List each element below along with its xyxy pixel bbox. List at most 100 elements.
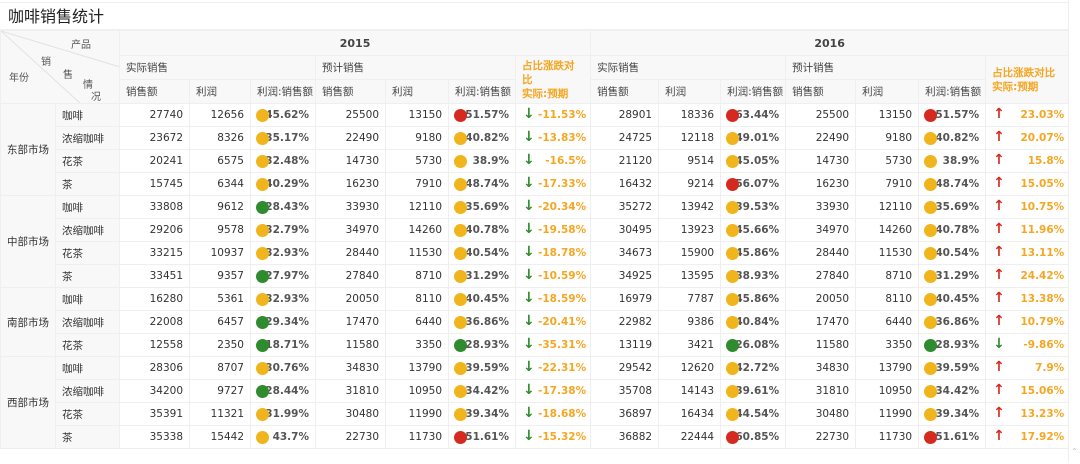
actual-ratio-cell: 29.34% (250, 310, 316, 334)
status-dot-icon-yellow (256, 362, 269, 375)
compare-value: 15.05% (1020, 178, 1065, 190)
arrow-up-icon: ↑ (993, 405, 1005, 421)
scroll-indicator-icon[interactable]: ⌃⌄ (1071, 447, 1080, 456)
planned-sales-cell: 31810 (315, 379, 386, 403)
corner-label-sales-2: 售 (63, 70, 73, 81)
actual-ratio-cell: 40.84% (720, 310, 787, 334)
ratio-value: 45.05% (735, 155, 780, 167)
planned-sales-cell: 14730 (785, 149, 857, 173)
planned-profit-cell: 3350 (385, 333, 449, 357)
actual-sales-cell: 33808 (119, 195, 190, 219)
compare-value: -11.53% (538, 109, 587, 121)
arrow-up-icon: ↑ (993, 106, 1005, 122)
region-cell: 南部市场 (0, 287, 56, 357)
compare-cell: ↑ 10.75% (985, 195, 1070, 219)
region-cell: 西部市场 (0, 356, 56, 449)
product-cell: 咖啡 (55, 287, 120, 311)
status-dot-icon-yellow (924, 362, 938, 375)
actual-profit-cell: 12620 (658, 356, 722, 380)
arrow-down-icon: ↓ (523, 382, 535, 398)
status-dot-icon-red (924, 431, 938, 444)
status-dot-icon-yellow (256, 224, 269, 237)
actual-ratio-cell: 45.66% (720, 218, 787, 242)
arrow-up-icon: ↑ (993, 129, 1005, 145)
status-dot-icon-red (726, 109, 740, 122)
table-row: 茶 35338 15442 43.7% 22730 11730 51.61% ↓ -15.32%… (1, 425, 1070, 449)
status-dot-icon-yellow (726, 132, 740, 145)
planned-profit-cell: 3350 (855, 333, 920, 357)
compare-value: 10.75% (1020, 201, 1065, 213)
actual-profit-cell: 14143 (658, 379, 722, 403)
status-dot-icon-yellow (726, 385, 740, 398)
ratio-value: 45.86% (735, 293, 780, 305)
actual-ratio-cell: 60.85% (720, 425, 787, 449)
actual-profit-cell: 5361 (189, 287, 251, 311)
planned-sales-cell: 20050 (315, 287, 386, 311)
col-header-ratio: 利润:销售额 (448, 79, 516, 104)
status-dot-icon-red (454, 109, 467, 122)
planned-profit-cell: 6440 (385, 310, 449, 334)
planned-ratio-cell: 51.57% (918, 103, 987, 127)
compare-cell: ↑ 15.06% (985, 379, 1070, 403)
status-dot-icon-green (924, 339, 938, 352)
ratio-value: 51.61% (935, 431, 980, 443)
status-dot-icon-green (256, 201, 269, 214)
actual-ratio-cell: 56.07% (720, 172, 787, 196)
planned-sales-cell: 22730 (785, 425, 857, 449)
product-cell: 花茶 (55, 333, 120, 357)
actual-ratio-cell: 18.71% (250, 333, 316, 357)
actual-ratio-cell: 27.97% (250, 264, 316, 288)
actual-sales-cell: 16280 (119, 287, 190, 311)
status-dot-icon-yellow (924, 201, 938, 214)
status-dot-icon-yellow (924, 270, 938, 283)
actual-profit-cell: 10937 (189, 241, 251, 265)
planned-ratio-cell: 40.45% (448, 287, 516, 311)
status-dot-icon-yellow (924, 408, 938, 421)
status-dot-icon-yellow (256, 408, 269, 421)
product-cell: 花茶 (55, 402, 120, 426)
status-dot-icon-yellow (454, 155, 467, 168)
actual-profit-cell: 12118 (658, 126, 722, 150)
table-row: 浓缩咖啡 29206 9578 32.79% 34970 14260 40.78% ↓ -19.… (1, 218, 1070, 242)
ratio-value: 38.9% (472, 155, 509, 167)
arrow-down-icon: ↓ (523, 129, 535, 145)
actual-ratio-cell: 32.48% (250, 149, 316, 173)
compare-value: -10.59% (538, 270, 587, 282)
actual-sales-cell: 35708 (590, 379, 660, 403)
status-dot-icon-yellow (726, 408, 740, 421)
planned-profit-cell: 14260 (385, 218, 449, 242)
compare-cell: ↓ -17.33% (514, 172, 592, 196)
planned-profit-cell: 14260 (855, 218, 920, 242)
actual-ratio-cell: 40.29% (250, 172, 316, 196)
actual-ratio-cell: 39.61% (720, 379, 787, 403)
actual-sales-cell: 35272 (590, 195, 660, 219)
planned-sales-cell: 34830 (785, 356, 857, 380)
actual-profit-cell: 16434 (658, 402, 722, 426)
compare-cell: ↓ -20.41% (514, 310, 592, 334)
table-row: 西部市场 咖啡 28306 8707 30.76% 34830 13790 39.59% ↓ -2… (0, 356, 1070, 449)
planned-ratio-cell: 39.59% (918, 356, 987, 380)
compare-value: -19.58% (538, 224, 587, 236)
actual-ratio-cell: 43.7% (250, 425, 316, 449)
actual-sales-cell: 28306 (119, 356, 190, 380)
ratio-value: 51.57% (465, 109, 509, 121)
ratio-value: 49.01% (735, 132, 780, 144)
compare-value: 17.92% (1020, 431, 1065, 443)
planned-profit-cell: 9180 (855, 126, 920, 150)
actual-profit-cell: 9386 (658, 310, 722, 334)
actual-sales-cell: 35391 (119, 402, 190, 426)
arrow-down-icon: ↓ (523, 106, 535, 122)
actual-sales-cell: 29206 (119, 218, 190, 242)
planned-sales-cell: 16230 (315, 172, 386, 196)
actual-profit-cell: 7787 (658, 287, 722, 311)
compare-header-line1: 占比涨跌对比 (992, 66, 1056, 79)
planned-profit-cell: 11730 (855, 425, 920, 449)
arrow-up-icon: ↑ (993, 428, 1005, 444)
corner-label-sales-1: 销 (41, 57, 51, 68)
status-dot-icon-yellow (454, 316, 467, 329)
actual-sales-cell: 24725 (590, 126, 660, 150)
status-dot-icon-yellow (256, 132, 269, 145)
compare-cell: ↑ 13.38% (985, 287, 1070, 311)
compare-value: -13.83% (538, 132, 587, 144)
planned-ratio-cell: 36.86% (448, 310, 516, 334)
